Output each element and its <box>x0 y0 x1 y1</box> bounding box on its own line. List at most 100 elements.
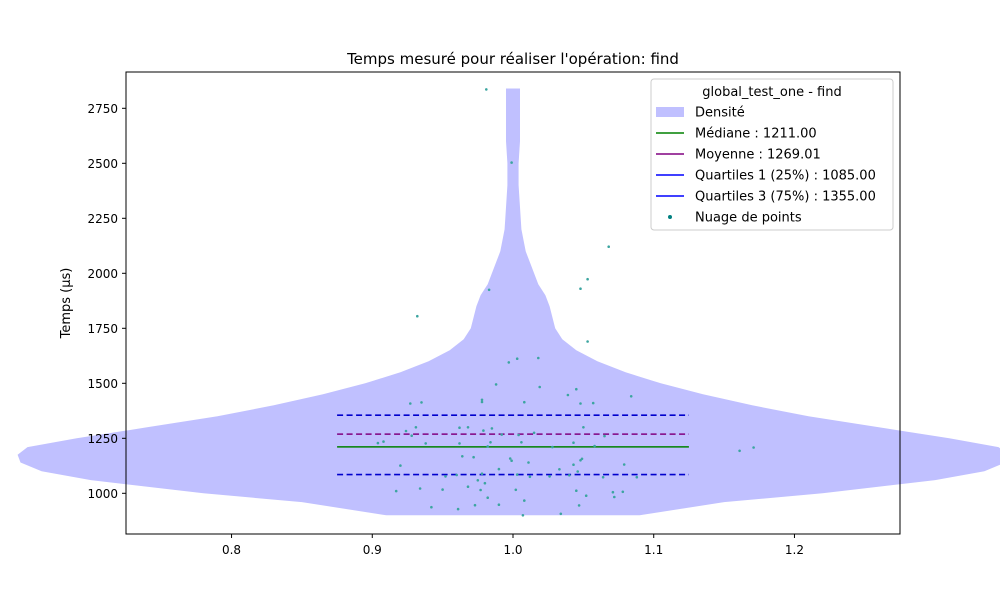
y-tick-label-1: 1250 <box>87 432 118 446</box>
data-point-25 <box>582 426 585 429</box>
data-point-84 <box>430 505 433 509</box>
y-tick-label-4: 2000 <box>87 267 118 281</box>
data-point-53 <box>580 457 584 461</box>
data-point-13 <box>575 387 578 391</box>
y-tick-label-7: 2750 <box>87 102 118 116</box>
data-point-24 <box>414 426 418 429</box>
data-point-45 <box>738 449 741 453</box>
data-point-29 <box>404 429 408 433</box>
data-point-38 <box>520 441 523 444</box>
data-point-34 <box>603 434 606 438</box>
data-point-85 <box>456 507 460 511</box>
data-point-76 <box>514 488 518 492</box>
data-point-88 <box>559 512 563 516</box>
y-tick-label-2: 1500 <box>87 377 118 391</box>
legend-label-2: Moyenne : 1269.01 <box>695 148 821 163</box>
data-point-83 <box>613 495 616 499</box>
data-point-42 <box>486 445 490 448</box>
data-point-65 <box>548 475 551 478</box>
legend-handle-0 <box>656 107 684 117</box>
data-point-61 <box>515 473 519 476</box>
data-point-3 <box>586 277 589 281</box>
data-point-31 <box>500 433 504 436</box>
data-point-17 <box>480 400 484 404</box>
legend-label-1: Médiane : 1211.00 <box>695 127 817 142</box>
data-point-89 <box>521 514 525 517</box>
y-tick-label-3: 1750 <box>87 322 118 336</box>
data-point-73 <box>418 487 422 490</box>
legend-label-0: Densité <box>695 106 745 121</box>
y-tick-label-6: 2500 <box>87 157 118 171</box>
data-point-37 <box>489 441 492 444</box>
x-tick-label-0: 0.8 <box>222 543 241 557</box>
data-point-47 <box>461 455 464 458</box>
data-point-43 <box>551 445 554 449</box>
data-point-87 <box>497 503 501 507</box>
data-point-30 <box>410 434 414 438</box>
data-point-2 <box>607 245 610 248</box>
data-point-68 <box>635 475 639 479</box>
data-point-75 <box>394 489 398 493</box>
x-tick-label-4: 1.2 <box>785 543 804 557</box>
data-point-66 <box>568 474 571 477</box>
data-point-0 <box>485 88 488 91</box>
data-point-12 <box>538 385 541 389</box>
y-tick-label-5: 2250 <box>87 212 118 226</box>
data-point-79 <box>621 490 625 494</box>
x-tick-label-1: 0.9 <box>363 543 382 557</box>
data-point-14 <box>566 393 570 397</box>
data-point-21 <box>579 402 582 405</box>
data-point-10 <box>507 361 511 364</box>
data-point-60 <box>480 472 484 476</box>
data-point-81 <box>523 499 526 502</box>
data-point-59 <box>576 470 579 473</box>
data-point-28 <box>482 429 485 432</box>
data-point-63 <box>444 475 447 478</box>
data-point-11 <box>494 383 498 386</box>
data-point-39 <box>572 441 575 445</box>
data-point-55 <box>572 463 575 467</box>
data-point-1 <box>510 161 513 164</box>
y-axis-label: Temps (µs) <box>59 268 74 340</box>
data-point-44 <box>593 444 596 448</box>
data-point-72 <box>479 488 482 492</box>
data-point-49 <box>508 457 512 460</box>
data-point-6 <box>416 314 419 318</box>
data-point-5 <box>487 288 491 292</box>
legend-label-4: Quartiles 3 (75%) : 1355.00 <box>695 190 876 205</box>
data-point-57 <box>497 467 501 471</box>
data-point-7 <box>586 340 589 343</box>
data-point-23 <box>466 426 470 429</box>
legend-label-5: Nuage de points <box>695 211 802 226</box>
legend-label-3: Quartiles 1 (25%) : 1085.00 <box>695 169 876 184</box>
data-point-50 <box>510 459 513 463</box>
data-point-86 <box>473 503 477 507</box>
data-point-8 <box>537 356 540 360</box>
data-point-74 <box>441 488 444 491</box>
data-point-16 <box>480 398 484 402</box>
data-point-77 <box>575 489 578 493</box>
data-point-4 <box>579 287 582 291</box>
data-point-9 <box>515 357 519 361</box>
y-tick-label-0: 1000 <box>87 487 118 501</box>
legend-title: global_test_one - find <box>702 85 841 100</box>
data-point-27 <box>490 427 494 430</box>
legend: global_test_one - find Densité Médiane : 1… <box>650 78 894 231</box>
legend-box <box>650 78 894 231</box>
data-point-67 <box>601 475 605 479</box>
data-point-78 <box>611 490 615 494</box>
data-point-58 <box>558 468 561 471</box>
data-point-64 <box>455 473 459 477</box>
chart-title: Temps mesuré pour réaliser l'opération: … <box>346 50 679 68</box>
legend-handle-5 <box>668 215 672 219</box>
data-point-62 <box>528 475 532 479</box>
data-point-22 <box>591 401 595 405</box>
data-point-54 <box>622 463 626 466</box>
data-point-69 <box>476 479 480 482</box>
data-point-51 <box>527 461 530 464</box>
data-point-41 <box>382 440 385 443</box>
data-point-56 <box>399 464 402 467</box>
data-point-20 <box>523 400 526 404</box>
